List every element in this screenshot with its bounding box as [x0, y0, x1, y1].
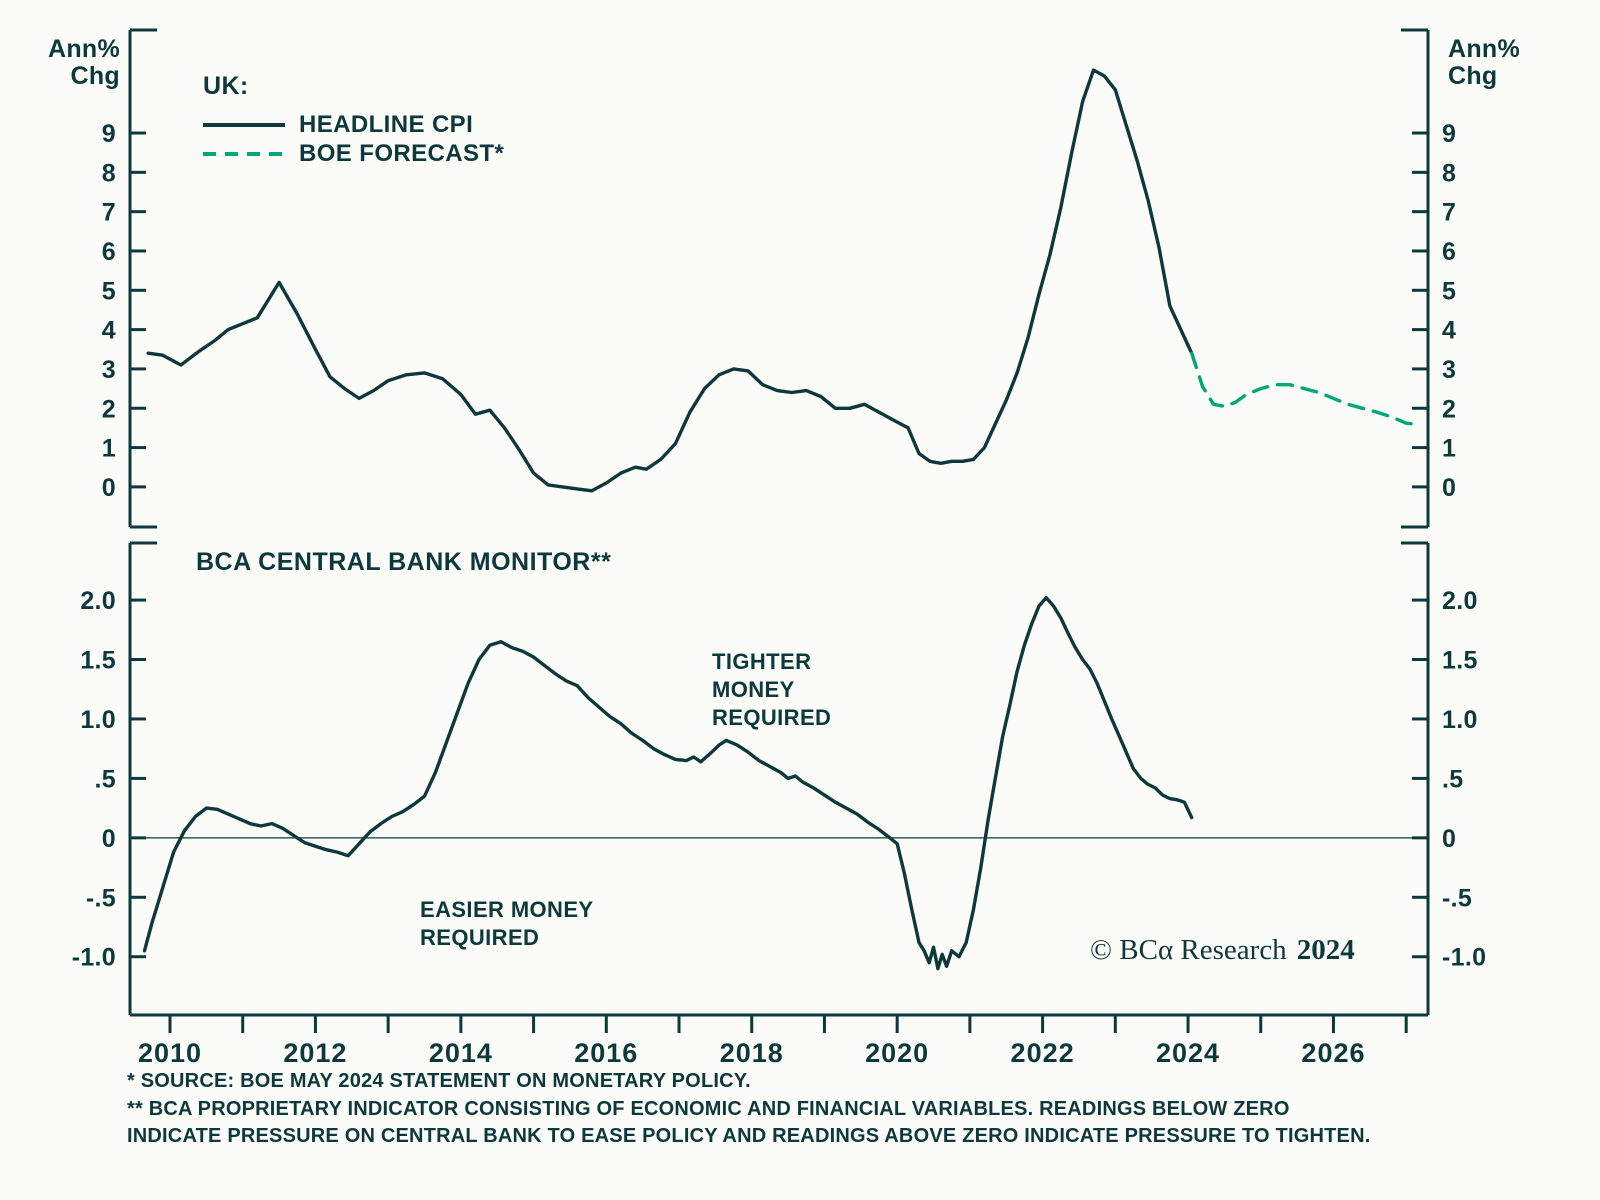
y-tick-label-right: 1 — [1442, 435, 1456, 463]
panel-top: 0 0 1 1 2 2 3 3 4 4 5 5 6 6 7 7 8 8 9 9 — [102, 28, 1456, 529]
y-tick-label-right: 4 — [1442, 317, 1456, 345]
legend-label: HEADLINE CPI — [299, 110, 474, 138]
y-tick-label-left: 2 — [102, 395, 116, 423]
y-tick-label-right: -1.0 — [1442, 944, 1486, 972]
y-tick-label-right: 5 — [1442, 277, 1456, 305]
y-tick-label-left: 2.0 — [80, 587, 116, 615]
y-tick-label-right: 6 — [1442, 238, 1456, 266]
y-tick-label-right: 0 — [1442, 474, 1456, 502]
copyright: © BCα Research 2024 — [1090, 934, 1355, 967]
y-axis-unit-top-left: Ann% Chg — [47, 35, 120, 90]
x-tick-label: 2018 — [720, 1038, 784, 1068]
y-tick-label-right: 8 — [1442, 159, 1456, 187]
legend-label: BOE FORECAST* — [299, 139, 505, 167]
y-axis-unit-top-right: Ann% Chg — [1448, 35, 1521, 90]
y-tick-label-right: 9 — [1442, 120, 1456, 148]
y-tick-label-left: 6 — [102, 238, 116, 266]
y-tick-label-right: 2.0 — [1442, 587, 1478, 615]
boe-forecast-line — [1189, 351, 1416, 426]
y-tick-label-right: 0 — [1442, 825, 1456, 853]
y-tick-label-left: 3 — [102, 356, 116, 384]
x-tick-label: 2022 — [1011, 1038, 1075, 1068]
x-tick-label: 2014 — [429, 1038, 493, 1068]
x-axis: 2010 2012 2014 2016 2018 2020 2022 2024 2026 — [130, 1013, 1428, 1068]
annotation-tighter-money: TIGHTER MONEY REQUIRED — [712, 649, 832, 730]
x-tick-label: 2016 — [574, 1038, 638, 1068]
y-tick-label-right: 2 — [1442, 395, 1456, 423]
y-tick-label-left: 1 — [102, 435, 116, 463]
footnote-indicator: ** BCA PROPRIETARY INDICATOR CONSISTING … — [127, 1098, 1371, 1147]
legend: UK: HEADLINE CPI BOE FORECAST* — [203, 72, 504, 168]
y-tick-label-left: 4 — [102, 317, 116, 345]
y-tick-label-left: .5 — [95, 765, 116, 793]
y-tick-label-left: 8 — [102, 159, 116, 187]
x-tick-label: 2024 — [1156, 1038, 1220, 1068]
copyright-year: 2024 — [1296, 934, 1355, 966]
x-tick-label: 2012 — [283, 1038, 347, 1068]
footnote-source: * SOURCE: BOE MAY 2024 STATEMENT ON MONE… — [127, 1070, 751, 1092]
y-tick-label-left: -.5 — [86, 884, 116, 912]
y-tick-label-right: 7 — [1442, 199, 1456, 227]
y-tick-label-right: 1.5 — [1442, 647, 1478, 675]
legend-item-boe-forecast: BOE FORECAST* — [203, 139, 504, 168]
dashed-line-sample-icon — [203, 151, 285, 156]
y-tick-label-right: 1.0 — [1442, 706, 1478, 734]
y-tick-label-left: 0 — [102, 825, 116, 853]
bottom-panel-title: BCA CENTRAL BANK MONITOR** — [196, 548, 612, 576]
y-tick-label-right: .5 — [1442, 765, 1463, 793]
headline-cpi-line — [146, 68, 1194, 493]
y-tick-label-left: 0 — [102, 474, 116, 502]
legend-heading: UK: — [203, 72, 249, 100]
y-tick-label-right: 3 — [1442, 356, 1456, 384]
footnotes: * SOURCE: BOE MAY 2024 STATEMENT ON MONE… — [127, 1068, 1497, 1151]
panel-bottom: -1.0 -1.0 -.5 -.5 0 0 .5 .5 1.0 1.0 1.5 1.5 2.0 2.0 — [72, 541, 1486, 1017]
solid-line-sample-icon — [203, 122, 285, 127]
bca-central-bank-monitor-line — [142, 596, 1194, 971]
annotation-easier-money: EASIER MONEY REQUIRED — [420, 897, 594, 950]
legend-item-headline-cpi: HEADLINE CPI — [203, 110, 504, 139]
x-tick-label: 2020 — [865, 1038, 929, 1068]
x-tick-label: 2010 — [138, 1038, 202, 1068]
y-tick-label-left: 5 — [102, 277, 116, 305]
y-tick-label-left: 1.5 — [80, 647, 116, 675]
y-tick-label-right: -.5 — [1442, 884, 1472, 912]
y-tick-label-left: 7 — [102, 199, 116, 227]
x-tick-label: 2026 — [1301, 1038, 1365, 1068]
y-tick-label-left: 9 — [102, 120, 116, 148]
copyright-text: © BCα Research — [1090, 934, 1287, 966]
y-tick-label-left: -1.0 — [72, 944, 116, 972]
y-tick-label-left: 1.0 — [80, 706, 116, 734]
